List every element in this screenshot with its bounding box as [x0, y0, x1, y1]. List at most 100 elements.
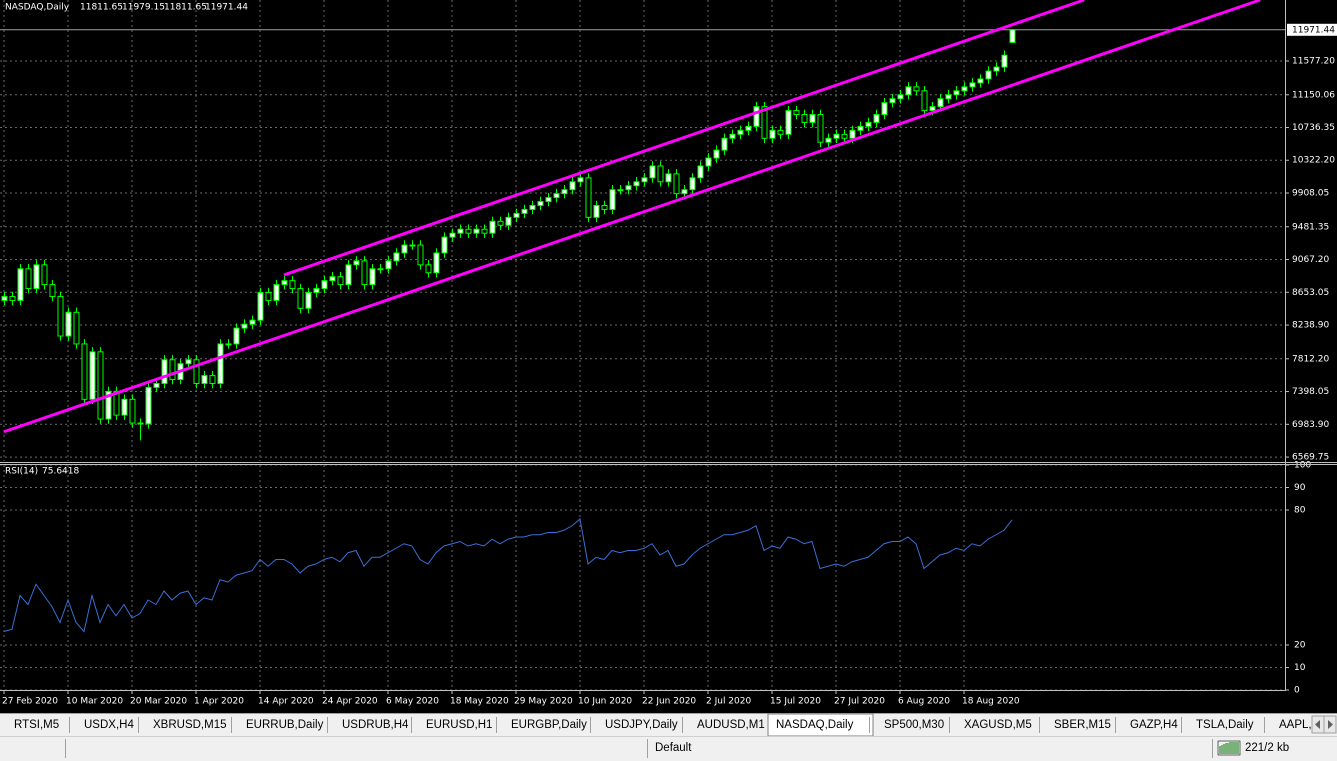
last-close: 11971.44 [205, 3, 248, 13]
candle-body [497, 220, 504, 226]
candle-body [537, 201, 544, 207]
candle-body [609, 189, 616, 210]
last-price-box [1287, 23, 1337, 36]
candle-body [993, 66, 1000, 72]
candle-body [161, 359, 168, 384]
candle-body [625, 185, 632, 191]
candle-body [169, 359, 176, 381]
candle-body [225, 343, 232, 346]
candle-body [649, 165, 656, 179]
candle-body [505, 216, 512, 226]
candle-body [553, 193, 560, 199]
tab[interactable]: EURGBP,Daily [511, 719, 587, 731]
candle-body [369, 268, 376, 286]
y-tick-label: 6569.75 [1292, 453, 1329, 463]
candle-body [945, 94, 952, 100]
candle-body [761, 106, 768, 139]
x-tick-label: 29 May 2020 [514, 697, 573, 707]
candle-body [873, 114, 880, 123]
candle-body [425, 264, 432, 274]
tab[interactable]: TSLA,Daily [1196, 719, 1254, 731]
x-tick-label: 6 Aug 2020 [898, 697, 950, 707]
candle-body [673, 173, 680, 195]
candle-body [809, 114, 816, 123]
status-bar [0, 736, 1337, 761]
candle-body [33, 264, 40, 290]
trend-line [3, 0, 1261, 434]
candle-body [25, 268, 32, 290]
candle-body [937, 98, 944, 108]
tab[interactable]: AAPL, [1279, 719, 1312, 731]
tab[interactable]: SBER,M15 [1054, 719, 1111, 731]
candle-body [681, 189, 688, 195]
y-tick-label: 90 [1294, 483, 1306, 493]
tab[interactable]: XAGUSD,M5 [964, 719, 1032, 731]
y-tick-label: 9908.05 [1292, 189, 1329, 199]
tab[interactable]: EURUSD,H1 [426, 719, 492, 731]
candle-body [737, 129, 744, 135]
y-tick-label: 9067.20 [1292, 255, 1329, 265]
x-tick-label: 24 Apr 2020 [322, 697, 378, 707]
y-tick-label: 7398.05 [1292, 387, 1329, 397]
candle-body [865, 121, 872, 127]
tab[interactable]: USDJPY,Daily [605, 719, 678, 731]
x-tick-label: 1 Apr 2020 [194, 697, 244, 707]
tab[interactable]: SP500,M30 [884, 719, 944, 731]
candle-body [721, 137, 728, 151]
candle-body [617, 189, 624, 192]
rsi-value: 75.6418 [42, 467, 79, 477]
trend-line [283, 0, 1085, 277]
candle-body [881, 102, 888, 116]
candle-body [705, 157, 712, 167]
y-tick-label: 7812.20 [1292, 354, 1329, 364]
candle-body [265, 292, 272, 301]
candle-body [585, 177, 592, 218]
tab[interactable]: AUDUSD,M1 [697, 719, 765, 731]
candle-body [929, 106, 936, 112]
last-open: 11811.65 [80, 3, 123, 13]
candle-body [273, 284, 280, 301]
candle-body [297, 288, 304, 309]
candle-body [401, 244, 408, 254]
candle-body [857, 125, 864, 131]
candle-body [281, 280, 288, 286]
candle-body [289, 280, 296, 290]
candle-body [921, 90, 928, 112]
candle-body [753, 106, 760, 127]
x-tick-label: 10 Mar 2020 [66, 697, 123, 707]
scroll-right-icon [1328, 720, 1333, 729]
candle-body [241, 323, 248, 329]
tab[interactable]: USDRUB,H4 [342, 719, 409, 731]
tab[interactable]: USDX,H4 [84, 719, 134, 731]
tab[interactable]: XBRUSD,M15 [153, 719, 227, 731]
candle-body [473, 228, 480, 234]
y-tick-label: 10322.20 [1292, 156, 1335, 166]
candle-body [913, 86, 920, 92]
candle-body [697, 165, 704, 179]
candle-body [801, 114, 808, 123]
candle-body [81, 343, 88, 400]
last-low: 11811.65 [164, 3, 207, 13]
candle-body [193, 359, 200, 384]
candle-body [977, 78, 984, 84]
candle-body [817, 114, 824, 143]
x-tick-label: 10 Jun 2020 [578, 697, 632, 707]
y-tick-label: 11150.06 [1292, 90, 1335, 100]
candle-body [777, 129, 784, 135]
candle-body [969, 82, 976, 88]
tab[interactable]: RTSI,M5 [14, 719, 59, 731]
tab-bar: RTSI,M5 USDX,H4 XBRUSD,M15 EURRUB,Daily USDR… [0, 713, 1337, 761]
x-tick-label: 14 Apr 2020 [258, 697, 314, 707]
candle-body [393, 252, 400, 262]
x-tick-label: 15 Jul 2020 [770, 697, 821, 707]
candle-body [577, 177, 584, 183]
candle-body [233, 327, 240, 345]
candle-body [105, 390, 112, 420]
tab[interactable]: EURRUB,Daily [246, 719, 324, 731]
tab[interactable]: GAZP,H4 [1130, 719, 1178, 731]
candle-body [529, 205, 536, 210]
candle-body [345, 264, 352, 286]
x-tick-label: 2 Jul 2020 [706, 697, 751, 707]
tab[interactable]: NASDAQ,Daily [776, 719, 854, 731]
icon-frame [1217, 740, 1241, 756]
